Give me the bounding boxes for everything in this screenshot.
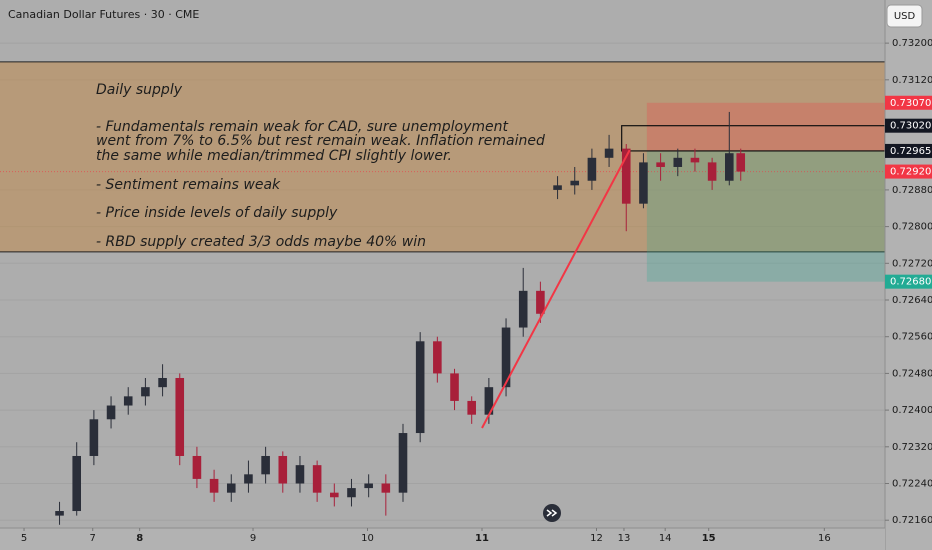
candle-body xyxy=(450,373,459,401)
annotation-text: went from 7% to 6.5% but rest remain wea… xyxy=(96,133,545,149)
price-label-box xyxy=(885,143,932,158)
candle-body xyxy=(226,483,236,493)
candle-body xyxy=(141,387,150,397)
x-tick-label: 8 xyxy=(136,533,143,544)
candle-body xyxy=(656,162,665,167)
price-label: 0.72680 xyxy=(890,277,931,288)
x-tick-label: 12 xyxy=(590,533,603,544)
candle-body xyxy=(725,153,734,181)
candle-body xyxy=(604,148,614,158)
target-zone xyxy=(646,150,885,282)
x-tick-label: 13 xyxy=(618,533,631,544)
time-axis xyxy=(0,528,885,550)
candle-body xyxy=(690,157,700,163)
y-tick-label: 0.72800 xyxy=(892,222,932,233)
annotation-text: the same while median/trimmed CPI slight… xyxy=(96,148,452,164)
x-tick-label: 14 xyxy=(659,533,672,544)
candle-body xyxy=(381,483,391,493)
candle-body xyxy=(467,400,476,415)
price-label-box xyxy=(885,118,932,133)
candle-body xyxy=(158,377,167,388)
x-tick-label: 5 xyxy=(21,533,27,544)
y-tick-label: 0.72240 xyxy=(892,479,932,490)
candle-body xyxy=(501,327,511,388)
candle-body xyxy=(587,157,597,181)
axes: 0.72160 0.72240 0.72320 0.72400 0.72480 0.725… xyxy=(21,38,932,544)
price-label: 0.72965 xyxy=(890,146,931,157)
annotation-text: - RBD supply created 3/3 odds maybe 40% … xyxy=(96,234,426,250)
candle-body xyxy=(295,465,305,484)
y-tick-label: 0.73200 xyxy=(892,38,932,49)
trend-line xyxy=(481,149,631,429)
x-tick-label: 10 xyxy=(361,533,374,544)
candle-body xyxy=(736,153,746,172)
price-label-box xyxy=(885,164,932,179)
stop-zone xyxy=(646,102,885,151)
candle-body xyxy=(330,492,339,498)
candle-body xyxy=(192,455,202,479)
candle-body xyxy=(106,405,116,420)
y-tick-label: 0.73120 xyxy=(892,75,932,86)
x-tick-label: 9 xyxy=(250,533,256,544)
candle-body xyxy=(570,180,580,186)
x-tick-label: 7 xyxy=(90,533,96,544)
y-tick-label: 0.72160 xyxy=(892,515,932,526)
y-tick-label: 0.72480 xyxy=(892,368,932,379)
candle-body xyxy=(398,433,408,493)
currency-label[interactable]: USD xyxy=(894,11,916,22)
candle-body xyxy=(278,455,288,484)
price-label-box xyxy=(885,274,932,289)
candle-body xyxy=(89,419,99,456)
price-label: 0.73070 xyxy=(890,98,931,109)
candle-body xyxy=(72,455,82,512)
price-label-box xyxy=(885,95,932,110)
candle-body xyxy=(673,157,683,167)
candle-body xyxy=(347,488,356,498)
y-tick-label: 0.72640 xyxy=(892,295,932,306)
y-tick-label: 0.72880 xyxy=(892,185,932,196)
annotation-text: - Fundamentals remain weak for CAD, sure… xyxy=(96,119,508,135)
annotation-text: - Price inside levels of daily supply xyxy=(96,205,338,221)
candle-body xyxy=(484,387,494,415)
price-label: 0.72920 xyxy=(890,167,931,178)
currency-button[interactable] xyxy=(886,4,923,28)
candle-body xyxy=(312,465,322,493)
candle-body xyxy=(433,341,442,374)
chart-title: Canadian Dollar Futures · 30 · CME xyxy=(8,8,199,21)
y-tick-label: 0.72720 xyxy=(892,258,932,269)
candle-body xyxy=(518,290,528,328)
y-tick-label: 0.72560 xyxy=(892,332,932,343)
candle-body xyxy=(175,377,185,456)
plot-area: Daily supply - Fundamentals remain weak f… xyxy=(0,42,886,525)
scroll-icon[interactable] xyxy=(546,509,558,517)
candle-body xyxy=(209,478,219,493)
y-tick-label: 0.72320 xyxy=(892,442,932,453)
candle-body xyxy=(55,511,64,516)
candle-body xyxy=(536,290,545,314)
candle-body xyxy=(244,474,253,484)
x-tick-label: 16 xyxy=(818,533,831,544)
candle-body xyxy=(621,148,631,204)
candle-body xyxy=(639,162,648,204)
annotation-text: - Sentiment remains weak xyxy=(96,177,281,193)
annotation-text: Daily supply xyxy=(96,82,183,98)
candle-body xyxy=(261,455,270,475)
candle-body xyxy=(553,185,562,190)
candle-body xyxy=(415,341,425,434)
x-tick-label: 11 xyxy=(475,533,489,544)
candle-body xyxy=(707,162,717,181)
candle-body xyxy=(123,396,133,406)
candle-body xyxy=(364,483,373,489)
x-tick-label: 15 xyxy=(702,533,716,544)
y-tick-label: 0.72400 xyxy=(892,405,932,416)
price-label: 0.73020 xyxy=(890,121,931,132)
